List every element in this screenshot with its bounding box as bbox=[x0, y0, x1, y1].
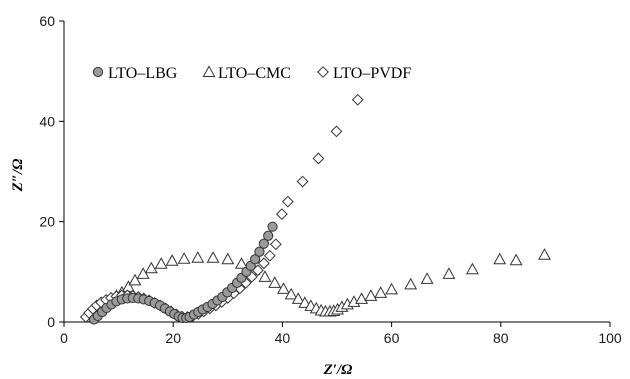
data-point bbox=[312, 152, 325, 165]
data-point bbox=[257, 257, 270, 270]
x-tick-label: 60 bbox=[384, 330, 400, 346]
x-axis-title: Z′/Ω bbox=[323, 362, 353, 378]
data-point bbox=[355, 292, 369, 304]
y-tick-label: 40 bbox=[39, 113, 55, 129]
data-point bbox=[267, 221, 278, 232]
data-point bbox=[154, 257, 168, 269]
data-point bbox=[404, 277, 418, 290]
data-point bbox=[268, 276, 282, 288]
data-point bbox=[509, 253, 523, 266]
x-tick-label: 40 bbox=[275, 330, 291, 346]
data-point bbox=[165, 254, 179, 266]
series-circle bbox=[88, 221, 278, 325]
data-point bbox=[263, 230, 274, 241]
data-point bbox=[191, 251, 205, 263]
y-tick-label: 20 bbox=[39, 214, 55, 230]
data-point bbox=[221, 252, 235, 265]
data-point bbox=[128, 273, 142, 286]
data-point bbox=[442, 267, 456, 279]
data-point bbox=[385, 282, 399, 295]
axes: 0 20 40 60 80 100 0 20 40 60 bbox=[39, 13, 621, 346]
x-tick-label: 100 bbox=[598, 330, 622, 346]
series-layer bbox=[79, 93, 551, 325]
data-point bbox=[351, 93, 364, 106]
data-point bbox=[284, 287, 298, 300]
legend-label: LTO–LBG bbox=[108, 65, 178, 82]
data-point bbox=[420, 272, 434, 284]
data-point bbox=[263, 249, 276, 262]
data-point bbox=[254, 246, 265, 257]
data-point bbox=[291, 292, 305, 304]
data-point bbox=[275, 208, 288, 221]
data-point bbox=[144, 261, 158, 274]
data-point bbox=[258, 238, 269, 249]
data-point bbox=[235, 257, 248, 269]
data-point bbox=[206, 251, 220, 263]
data-point bbox=[538, 248, 551, 260]
data-point bbox=[330, 125, 343, 138]
data-point bbox=[374, 286, 388, 298]
legend-label: LTO–PVDF bbox=[333, 65, 411, 82]
data-point bbox=[493, 252, 507, 265]
legend-label: LTO–CMC bbox=[218, 65, 291, 82]
data-point bbox=[250, 254, 261, 265]
x-tick-label: 20 bbox=[165, 330, 181, 346]
data-point bbox=[296, 175, 309, 188]
y-tick-label: 0 bbox=[47, 314, 55, 330]
data-point bbox=[281, 195, 294, 208]
data-point bbox=[258, 270, 272, 282]
data-point bbox=[364, 289, 378, 301]
y-tick-label: 60 bbox=[39, 13, 55, 29]
data-point bbox=[269, 238, 282, 251]
legend-marker bbox=[92, 66, 104, 78]
series-triangle bbox=[84, 248, 551, 322]
legend-marker bbox=[202, 65, 216, 77]
x-tick-label: 80 bbox=[493, 330, 509, 346]
data-point bbox=[298, 296, 312, 308]
legend-marker bbox=[317, 66, 329, 78]
y-axis-title: Z″/Ω bbox=[10, 159, 26, 193]
x-tick-label: 0 bbox=[60, 330, 68, 346]
data-point bbox=[277, 282, 290, 294]
legend: LTO–LBG LTO–CMC LTO–PVDF bbox=[92, 65, 411, 82]
data-point bbox=[465, 262, 479, 275]
data-point bbox=[177, 252, 191, 264]
